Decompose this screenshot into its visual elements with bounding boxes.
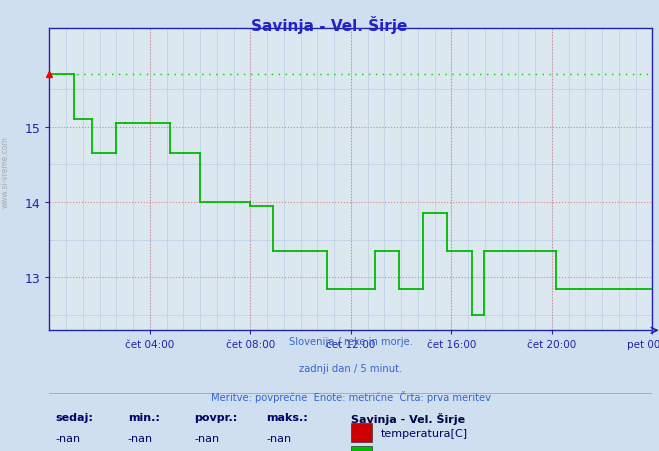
Text: -nan: -nan [55, 433, 80, 442]
Text: povpr.:: povpr.: [194, 412, 237, 422]
Text: min.:: min.: [128, 412, 159, 422]
Text: zadnji dan / 5 minut.: zadnji dan / 5 minut. [299, 363, 403, 373]
Text: -nan: -nan [266, 433, 292, 442]
Text: sedaj:: sedaj: [55, 412, 94, 422]
Text: www.si-vreme.com: www.si-vreme.com [1, 135, 10, 207]
Text: Meritve: povprečne  Enote: metrične  Črta: prva meritev: Meritve: povprečne Enote: metrične Črta:… [211, 390, 491, 402]
Text: Savinja - Vel. Širje: Savinja - Vel. Širje [251, 16, 408, 34]
Text: temperatura[C]: temperatura[C] [381, 428, 468, 437]
Text: maks.:: maks.: [266, 412, 308, 422]
Text: Savinja - Vel. Širje: Savinja - Vel. Širje [351, 412, 465, 423]
Bar [351, 423, 372, 442]
Bar [351, 446, 372, 451]
Text: Slovenija / reke in morje.: Slovenija / reke in morje. [289, 336, 413, 346]
Text: -nan: -nan [128, 433, 153, 442]
Text: -nan: -nan [194, 433, 219, 442]
